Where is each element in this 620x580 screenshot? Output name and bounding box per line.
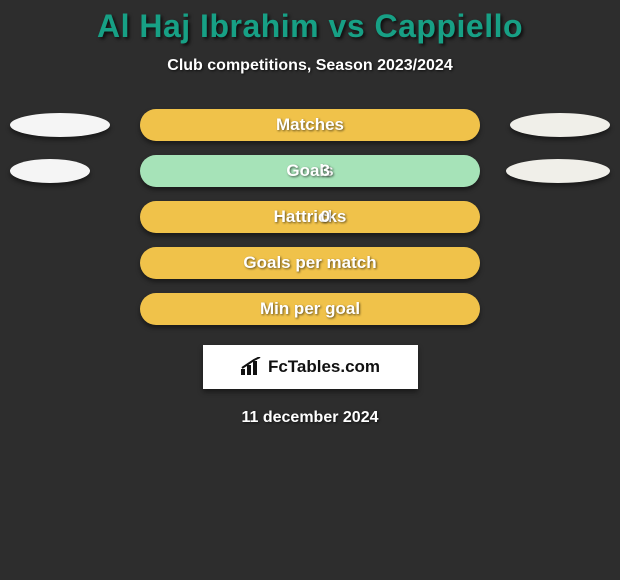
stat-row: Min per goal [0, 293, 620, 325]
brand-badge: FcTables.com [203, 345, 418, 389]
stat-row: Goals3 [0, 155, 620, 187]
stat-row: Goals per match [0, 247, 620, 279]
right-ellipse [506, 159, 610, 183]
stat-value-right: 0 [321, 207, 330, 227]
stat-row: Hattricks0 [0, 201, 620, 233]
stat-bar: Goals3 [140, 155, 480, 187]
page-title: Al Haj Ibrahim vs Cappiello [0, 8, 620, 45]
date-text: 11 december 2024 [0, 409, 620, 427]
stat-label: Min per goal [140, 299, 480, 319]
left-ellipse [10, 113, 110, 137]
stat-bar: Min per goal [140, 293, 480, 325]
stat-row: Matches [0, 109, 620, 141]
stat-label: Goals [140, 161, 480, 181]
subtitle: Club competitions, Season 2023/2024 [0, 57, 620, 75]
brand-chart-icon [240, 357, 262, 377]
stat-label: Matches [140, 115, 480, 135]
stat-bar: Goals per match [140, 247, 480, 279]
stat-label: Goals per match [140, 253, 480, 273]
stat-label: Hattricks [140, 207, 480, 227]
stat-value-right: 3 [321, 161, 330, 181]
left-ellipse [10, 159, 90, 183]
stat-bar: Matches [140, 109, 480, 141]
brand-text: FcTables.com [268, 357, 380, 377]
comparison-rows: Matches Goals3 Hattricks0 Goals per match Mi… [0, 109, 620, 325]
right-ellipse [510, 113, 610, 137]
stat-bar: Hattricks0 [140, 201, 480, 233]
